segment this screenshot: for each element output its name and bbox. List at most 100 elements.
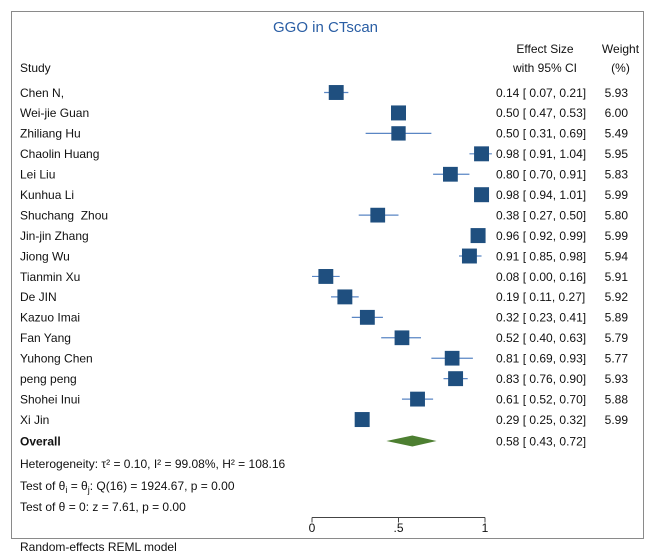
ci-lower-value: 0.85 — [529, 249, 553, 263]
effect-size-value: 0.52 — [496, 331, 520, 345]
study-row: Fan Yang 0.52 [ 0.40, 0.63] 5.79 — [20, 330, 628, 345]
ci-upper-value: 0.69 — [559, 127, 583, 141]
effect-size-value: 0.29 — [496, 413, 520, 427]
overall-effect-size-ci-text: 0.58 [ 0.43, 0.72] — [496, 434, 586, 448]
effect-size-value: 0.98 — [496, 147, 520, 161]
weight-value: 5.99 — [605, 413, 629, 427]
study-row: Wei-jie Guan 0.50 [ 0.47, 0.53] 6.00 — [20, 105, 628, 120]
effect-size-value: 0.50 — [496, 127, 520, 141]
study-row: Yuhong Chen 0.81 [ 0.69, 0.93] 5.77 — [20, 351, 628, 366]
heterogeneity-stats: Heterogeneity: τ² = 0.10, I² = 99.08%, H… — [20, 457, 286, 471]
homogeneity-test: Test of θi = θj: Q(16) = 1924.67, p = 0.… — [20, 479, 235, 495]
study-label: Shohei Inui — [20, 392, 80, 406]
effect-size-value: 0.19 — [496, 290, 520, 304]
study-label: Chaolin Huang — [20, 147, 99, 161]
study-label: De JIN — [20, 290, 57, 304]
effect-size-value: 0.50 — [496, 106, 520, 120]
effect-size-marker — [462, 249, 477, 264]
x-tick-label: 1 — [482, 521, 489, 535]
ci-lower-value: 0.43 — [529, 434, 553, 448]
effect-size-ci-text: 0.38 [ 0.27, 0.50] — [496, 208, 586, 222]
ci-upper-value: 0.32 — [559, 413, 583, 427]
study-label: peng peng — [20, 372, 77, 386]
study-label: Lei Liu — [20, 168, 55, 182]
column-header-weight-unit: (%) — [611, 61, 630, 75]
weight-value: 5.49 — [605, 127, 629, 141]
ci-lower-value: 0.76 — [529, 372, 553, 386]
ci-upper-value: 0.93 — [559, 352, 583, 366]
ci-upper-value: 0.21 — [559, 86, 583, 100]
study-row: Shohei Inui 0.61 [ 0.52, 0.70] 5.88 — [20, 392, 628, 407]
effect-size-value: 0.38 — [496, 208, 520, 222]
ci-lower-value: 0.92 — [529, 229, 553, 243]
ci-lower-value: 0.23 — [529, 311, 553, 325]
effect-size-marker — [448, 371, 463, 386]
homogeneity-test-text: = θ — [67, 479, 88, 493]
effect-size-ci-text: 0.96 [ 0.92, 0.99] — [496, 229, 586, 243]
weight-value: 5.94 — [605, 249, 629, 263]
effect-size-ci-text: 0.14 [ 0.07, 0.21] — [496, 86, 586, 100]
study-row: Chaolin Huang 0.98 [ 0.91, 1.04] 5.95 — [20, 146, 628, 161]
ci-upper-value: 0.53 — [559, 106, 583, 120]
overall-row: Overall 0.58 [ 0.43, 0.72] — [20, 434, 586, 448]
effect-size-value: 0.32 — [496, 311, 520, 325]
x-axis: 0.5 1 — [309, 518, 489, 536]
effect-size-ci-text: 0.50 [ 0.47, 0.53] — [496, 106, 586, 120]
effect-size-ci-text: 0.52 [ 0.40, 0.63] — [496, 331, 586, 345]
ci-upper-value: 0.90 — [559, 372, 583, 386]
study-row: Shuchang Zhou 0.38 [ 0.27, 0.50] 5.80 — [20, 208, 628, 223]
study-row: Lei Liu 0.80 [ 0.70, 0.91] 5.83 — [20, 167, 628, 182]
ci-lower-value: 0.47 — [529, 106, 553, 120]
effect-size-ci-text: 0.98 [ 0.91, 1.04] — [496, 147, 586, 161]
study-label: Fan Yang — [20, 331, 71, 345]
ci-lower-value: 0.94 — [529, 188, 553, 202]
study-row: Zhiliang Hu 0.50 [ 0.31, 0.69] 5.49 — [20, 126, 628, 140]
study-label: Jiong Wu — [20, 249, 70, 263]
study-row: Kunhua Li 0.98 [ 0.94, 1.01] 5.99 — [20, 187, 628, 202]
effect-size-marker — [471, 228, 486, 243]
effect-size-marker — [329, 85, 344, 100]
effect-size-value: 0.14 — [496, 86, 520, 100]
ci-upper-value: 1.01 — [559, 188, 583, 202]
column-header-study: Study — [20, 61, 51, 75]
effect-size-ci-text: 0.83 [ 0.76, 0.90] — [496, 372, 586, 386]
weight-value: 5.99 — [605, 229, 629, 243]
ci-upper-value: 0.27 — [559, 290, 583, 304]
study-row: peng peng 0.83 [ 0.76, 0.90] 5.93 — [20, 371, 628, 386]
model-note: Random-effects REML model — [20, 540, 177, 554]
homogeneity-test-text: Test of θ — [20, 479, 66, 493]
effect-size-marker — [474, 146, 489, 161]
effect-size-value: 0.08 — [496, 270, 520, 284]
effect-size-marker — [370, 208, 385, 223]
weight-value: 5.92 — [605, 290, 629, 304]
effect-size-marker — [445, 351, 460, 366]
study-row: Xi Jin 0.29 [ 0.25, 0.32] 5.99 — [20, 412, 628, 427]
column-header-weight: Weight — [602, 42, 640, 56]
effect-size-marker — [337, 289, 352, 304]
ci-lower-value: 0.07 — [529, 86, 553, 100]
ci-lower-value: 0.11 — [529, 290, 552, 304]
ci-lower-value: 0.52 — [529, 392, 553, 406]
effect-size-marker — [391, 105, 406, 120]
study-label: Kunhua Li — [20, 188, 74, 202]
ci-lower-value: 0.00 — [529, 270, 553, 284]
study-rows: Chen N, 0.14 [ 0.07, 0.21] 5.93Wei-jie Gua… — [20, 85, 628, 427]
effect-size-marker — [355, 412, 370, 427]
effect-size-value: 0.96 — [496, 229, 520, 243]
overall-label: Overall — [20, 434, 61, 448]
effect-size-ci-text: 0.91 [ 0.85, 0.98] — [496, 249, 586, 263]
study-row: Tianmin Xu 0.08 [ 0.00, 0.16] 5.91 — [20, 269, 628, 284]
overall-diamond — [386, 436, 436, 447]
study-row: Jin-jin Zhang 0.96 [ 0.92, 0.99] 5.99 — [20, 228, 628, 243]
effect-size-ci-text: 0.98 [ 0.94, 1.01] — [496, 188, 586, 202]
ci-upper-value: 0.16 — [559, 270, 583, 284]
ci-upper-value: 0.91 — [559, 168, 583, 182]
ci-lower-value: 0.40 — [529, 331, 553, 345]
effect-size-marker — [391, 126, 405, 140]
effect-size-ci-text: 0.81 [ 0.69, 0.93] — [496, 352, 586, 366]
effect-size-ci-text: 0.50 [ 0.31, 0.69] — [496, 127, 586, 141]
study-row: Kazuo Imai 0.32 [ 0.23, 0.41] 5.89 — [20, 310, 628, 325]
weight-value: 5.83 — [605, 168, 629, 182]
effect-size-ci-text: 0.32 [ 0.23, 0.41] — [496, 311, 586, 325]
